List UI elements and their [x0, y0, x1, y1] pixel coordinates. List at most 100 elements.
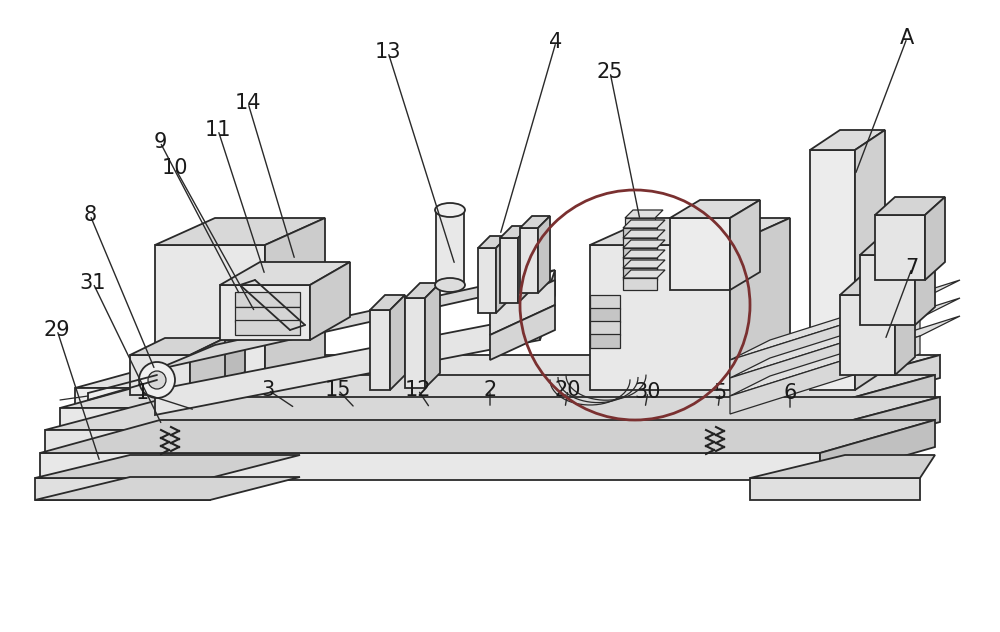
- Polygon shape: [35, 455, 300, 478]
- Polygon shape: [235, 292, 300, 307]
- Polygon shape: [840, 277, 915, 295]
- Text: 7: 7: [905, 258, 919, 278]
- Polygon shape: [40, 420, 935, 453]
- Polygon shape: [730, 318, 920, 396]
- Polygon shape: [60, 375, 935, 408]
- Text: 29: 29: [44, 320, 70, 340]
- Polygon shape: [60, 408, 815, 432]
- Polygon shape: [750, 455, 935, 478]
- Text: 6: 6: [783, 383, 797, 403]
- Polygon shape: [370, 295, 405, 310]
- Polygon shape: [623, 260, 665, 268]
- Polygon shape: [130, 355, 190, 395]
- Text: 12: 12: [405, 380, 431, 400]
- Polygon shape: [623, 230, 665, 238]
- Polygon shape: [220, 262, 350, 285]
- Polygon shape: [895, 277, 915, 375]
- Polygon shape: [155, 245, 265, 390]
- Polygon shape: [730, 316, 960, 396]
- Polygon shape: [590, 218, 790, 245]
- Text: 5: 5: [713, 383, 727, 403]
- Polygon shape: [623, 270, 665, 278]
- Text: 3: 3: [261, 380, 275, 400]
- Polygon shape: [75, 355, 940, 388]
- Polygon shape: [35, 478, 210, 500]
- Polygon shape: [810, 130, 885, 150]
- Polygon shape: [478, 236, 508, 248]
- Text: 10: 10: [162, 158, 188, 178]
- Text: 13: 13: [375, 42, 401, 62]
- Polygon shape: [730, 300, 920, 378]
- Text: 30: 30: [635, 382, 661, 402]
- Polygon shape: [730, 200, 760, 290]
- Polygon shape: [130, 338, 225, 355]
- Polygon shape: [155, 218, 325, 245]
- Polygon shape: [75, 388, 820, 410]
- Circle shape: [139, 362, 175, 398]
- Polygon shape: [45, 397, 940, 430]
- Polygon shape: [625, 210, 663, 218]
- Polygon shape: [875, 197, 945, 215]
- Polygon shape: [190, 338, 225, 395]
- Polygon shape: [820, 420, 935, 480]
- Polygon shape: [310, 262, 350, 340]
- Polygon shape: [810, 150, 855, 390]
- Polygon shape: [155, 340, 245, 355]
- Polygon shape: [590, 308, 620, 322]
- Polygon shape: [155, 355, 210, 390]
- Polygon shape: [538, 216, 550, 293]
- Ellipse shape: [435, 203, 465, 217]
- Text: 2: 2: [483, 380, 497, 400]
- Polygon shape: [220, 285, 310, 340]
- Polygon shape: [590, 334, 620, 348]
- Polygon shape: [155, 315, 540, 415]
- Polygon shape: [915, 237, 935, 325]
- Text: 8: 8: [83, 205, 97, 225]
- Text: 31: 31: [80, 273, 106, 293]
- Bar: [436, 210, 464, 285]
- Polygon shape: [750, 478, 920, 500]
- Text: 20: 20: [555, 380, 581, 400]
- Circle shape: [148, 371, 166, 389]
- Polygon shape: [210, 340, 245, 390]
- Text: 15: 15: [325, 380, 351, 400]
- Polygon shape: [730, 280, 960, 360]
- Polygon shape: [370, 310, 390, 390]
- Polygon shape: [815, 397, 940, 455]
- Polygon shape: [540, 270, 555, 340]
- Polygon shape: [500, 226, 530, 238]
- Polygon shape: [590, 245, 730, 390]
- Polygon shape: [623, 250, 665, 258]
- Text: 11: 11: [205, 120, 231, 140]
- Polygon shape: [925, 197, 945, 280]
- Polygon shape: [623, 268, 657, 280]
- Polygon shape: [496, 236, 508, 313]
- Polygon shape: [590, 321, 620, 335]
- Text: 4: 4: [549, 32, 563, 52]
- Polygon shape: [155, 270, 555, 370]
- Polygon shape: [860, 237, 935, 255]
- Polygon shape: [590, 295, 620, 309]
- Polygon shape: [500, 238, 518, 303]
- Polygon shape: [625, 218, 655, 230]
- Polygon shape: [623, 238, 657, 250]
- Polygon shape: [623, 220, 665, 228]
- Polygon shape: [490, 305, 555, 360]
- Polygon shape: [520, 228, 538, 293]
- Polygon shape: [855, 130, 885, 390]
- Polygon shape: [815, 375, 935, 432]
- Polygon shape: [478, 248, 496, 313]
- Polygon shape: [623, 278, 657, 290]
- Ellipse shape: [435, 278, 465, 292]
- Text: A: A: [900, 28, 914, 48]
- Polygon shape: [875, 215, 925, 280]
- Text: 9: 9: [153, 132, 167, 152]
- Polygon shape: [405, 298, 425, 388]
- Polygon shape: [730, 336, 920, 414]
- Polygon shape: [670, 218, 730, 290]
- Polygon shape: [820, 355, 940, 410]
- Polygon shape: [405, 283, 440, 298]
- Polygon shape: [623, 258, 657, 270]
- Polygon shape: [670, 200, 760, 218]
- Polygon shape: [490, 280, 555, 335]
